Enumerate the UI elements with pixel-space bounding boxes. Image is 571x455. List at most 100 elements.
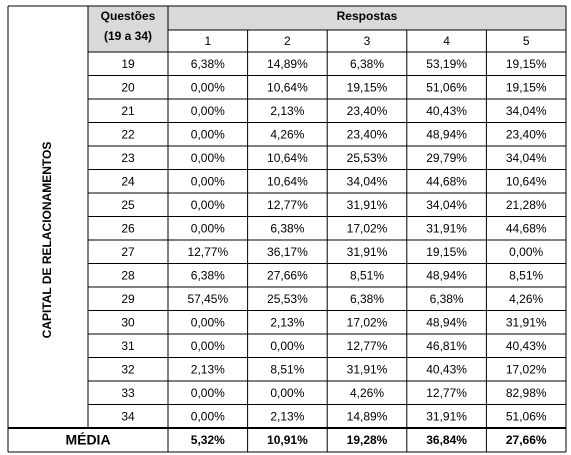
cell: 4,26% (350, 386, 384, 400)
cell: 33 (121, 386, 135, 400)
cell: 17,02% (347, 315, 388, 329)
cell: 26 (121, 221, 135, 235)
cell: 12,77% (187, 245, 228, 259)
cell: 0,00% (509, 245, 543, 259)
footer-value: 36,84% (426, 433, 467, 447)
cell: 48,94% (426, 127, 467, 141)
cell: 32 (121, 362, 135, 376)
cell: 8,51% (270, 362, 304, 376)
column-header: 5 (523, 34, 530, 48)
cell: 4,26% (270, 127, 304, 141)
cell: 34,04% (426, 198, 467, 212)
cell: 0,00% (191, 221, 225, 235)
cell: 19,15% (426, 245, 467, 259)
footer-value: 10,91% (267, 433, 308, 447)
cell: 23,40% (506, 127, 547, 141)
cell: 6,38% (191, 268, 225, 282)
cell: 34 (121, 409, 135, 423)
header-text: (19 a 34) (104, 29, 152, 43)
cell: 28 (121, 268, 135, 282)
cell: 14,89% (267, 57, 308, 71)
cell: 31,91% (347, 245, 388, 259)
cell: 6,38% (191, 57, 225, 71)
cell: 10,64% (267, 151, 308, 165)
cell: 20 (121, 80, 135, 94)
cell: 21 (121, 104, 135, 118)
cell: 29 (121, 292, 135, 306)
cell: 2,13% (270, 409, 304, 423)
cell: 23,40% (347, 127, 388, 141)
cell: 2,13% (191, 362, 225, 376)
cell: 12,77% (426, 386, 467, 400)
cell: 10,64% (506, 174, 547, 188)
cell: 4,26% (509, 292, 543, 306)
cell: 19 (121, 57, 135, 71)
cell: 8,51% (350, 268, 384, 282)
cell: 46,81% (426, 339, 467, 353)
cell: 25,53% (267, 292, 308, 306)
cell: 82,98% (506, 386, 547, 400)
column-header: 4 (443, 34, 450, 48)
cell: 6,38% (430, 292, 464, 306)
cell: 48,94% (426, 315, 467, 329)
cell: 6,38% (350, 57, 384, 71)
cell: 44,68% (506, 221, 547, 235)
cell: 51,06% (506, 409, 547, 423)
column-header: 2 (284, 34, 291, 48)
header-cell (88, 6, 168, 52)
cell: 10,64% (267, 80, 308, 94)
cell: 31,91% (347, 362, 388, 376)
cell: 0,00% (270, 339, 304, 353)
cell: 0,00% (191, 339, 225, 353)
cell: 24 (121, 174, 135, 188)
cell: 0,00% (191, 315, 225, 329)
cell: 31,91% (347, 198, 388, 212)
cell: 0,00% (270, 386, 304, 400)
cell: 14,89% (347, 409, 388, 423)
cell: 40,43% (426, 104, 467, 118)
cell: 34,04% (506, 104, 547, 118)
cell: 31,91% (506, 315, 547, 329)
footer-label: MÉDIA (65, 432, 110, 448)
cell: 0,00% (191, 151, 225, 165)
footer-value: 27,66% (506, 433, 547, 447)
cell: 53,19% (426, 57, 467, 71)
cell: 36,17% (267, 245, 308, 259)
cell: 0,00% (191, 174, 225, 188)
cell: 25 (121, 198, 135, 212)
cell: 27 (121, 245, 135, 259)
header-text: Respostas (337, 9, 398, 23)
cell: 51,06% (426, 80, 467, 94)
cell: 0,00% (191, 80, 225, 94)
cell: 12,77% (347, 339, 388, 353)
cell: 30 (121, 315, 135, 329)
cell: 48,94% (426, 268, 467, 282)
cell: 31,91% (426, 409, 467, 423)
cell: 25,53% (347, 151, 388, 165)
footer-value: 5,32% (191, 433, 225, 447)
cell: 34,04% (506, 151, 547, 165)
cell: 0,00% (191, 409, 225, 423)
cell: 6,38% (350, 292, 384, 306)
cell: 44,68% (426, 174, 467, 188)
column-header: 1 (204, 34, 211, 48)
cell: 10,64% (267, 174, 308, 188)
cell: 57,45% (187, 292, 228, 306)
header-text: Questões (101, 9, 156, 23)
cell: 29,79% (426, 151, 467, 165)
header-cell (168, 6, 566, 30)
cell: 34,04% (347, 174, 388, 188)
cell: 19,15% (506, 80, 547, 94)
cell: 0,00% (191, 198, 225, 212)
cell: 17,02% (506, 362, 547, 376)
cell: 31,91% (426, 221, 467, 235)
cell: 19,15% (347, 80, 388, 94)
cell: 6,38% (270, 221, 304, 235)
cell: 40,43% (426, 362, 467, 376)
footer-value: 19,28% (347, 433, 388, 447)
cell: 0,00% (191, 127, 225, 141)
cell: 23,40% (347, 104, 388, 118)
column-header: 3 (364, 34, 371, 48)
